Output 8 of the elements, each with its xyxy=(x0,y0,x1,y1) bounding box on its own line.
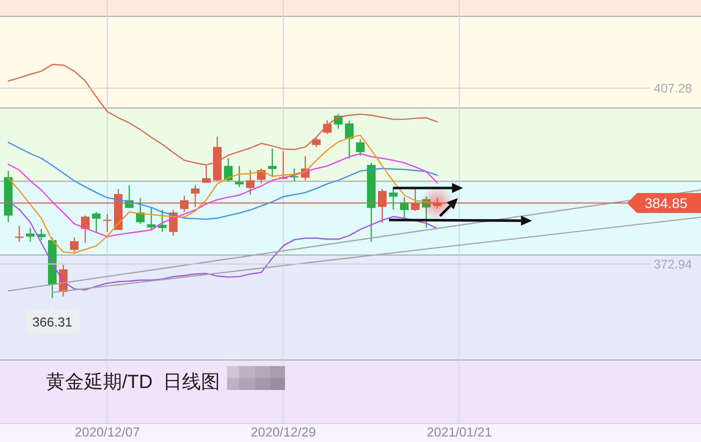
x-tick-label: 2020/12/29 xyxy=(250,424,316,440)
ref-line-label: 407.28 xyxy=(654,82,692,96)
ref-line-label: 372.94 xyxy=(654,258,692,272)
ref-line-label: 384.85 xyxy=(644,195,688,212)
x-tick-label: 2020/12/07 xyxy=(74,424,140,440)
text: 黄金延期/TD 日线图 xyxy=(46,372,220,393)
x-tick-label: 2021/01/21 xyxy=(426,424,492,440)
annotation: 366.31 xyxy=(32,314,72,330)
